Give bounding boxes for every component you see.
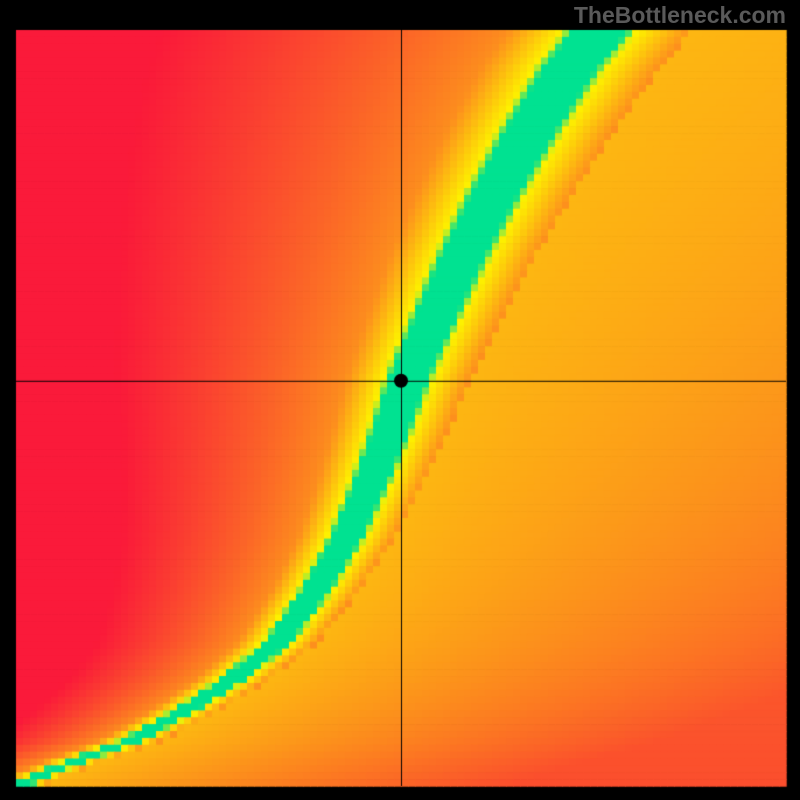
chart-container: TheBottleneck.com — [0, 0, 800, 800]
bottleneck-heatmap-canvas — [0, 0, 800, 800]
watermark-label: TheBottleneck.com — [574, 2, 786, 29]
